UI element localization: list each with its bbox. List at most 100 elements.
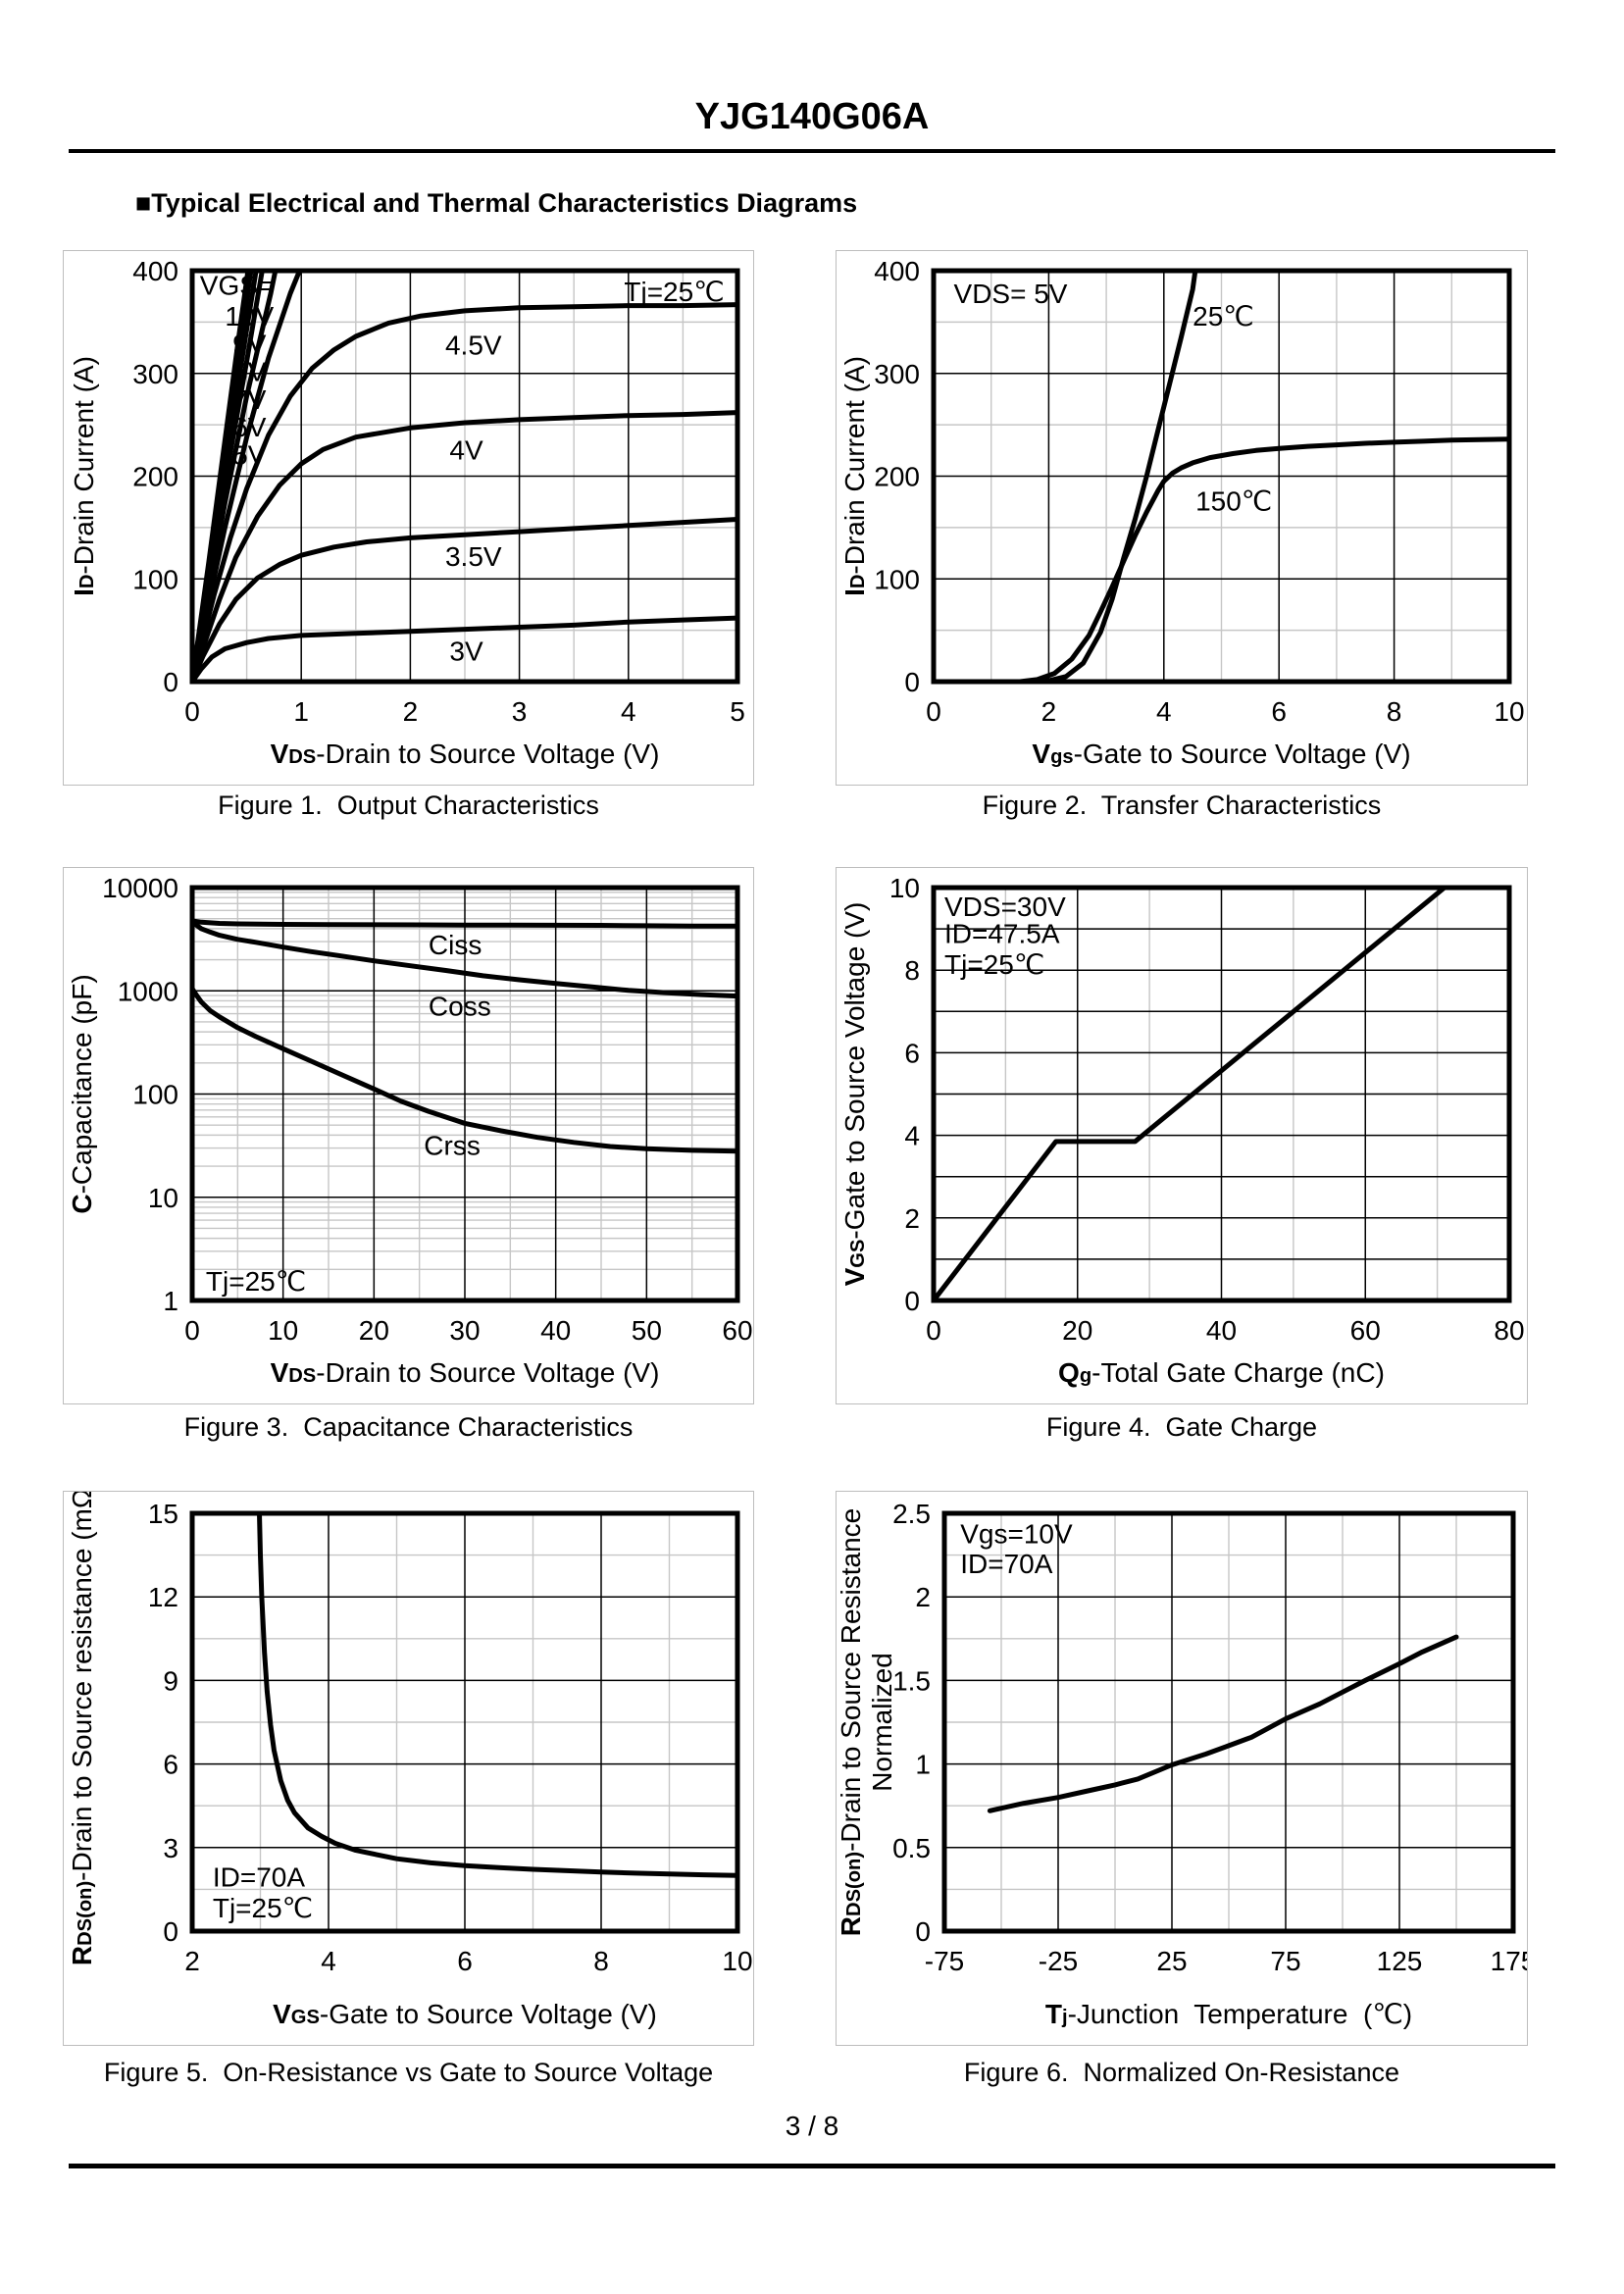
x-tick-label: 175 (1491, 1946, 1527, 1976)
y-tick-label: 300 (874, 359, 920, 389)
chart-annotation: 10V (225, 301, 274, 331)
chart-annotation: VGS= (200, 271, 274, 301)
curve-label: 4V (449, 434, 483, 465)
plot-frame (189, 885, 740, 1303)
figure-4-caption: Figure 4. Gate Charge (1045, 1412, 1318, 1442)
x-tick-label: 1 (293, 696, 309, 727)
chart-annotation: Tj=25℃ (624, 277, 724, 307)
chart-annotation: 5V (232, 440, 267, 471)
x-tick-label: 4 (321, 1946, 336, 1976)
chart-annotation: Tj=25℃ (206, 1266, 306, 1297)
chart-annotation: 7V (232, 384, 267, 415)
x-tick-label: 3 (512, 696, 528, 727)
y-tick-label: 0 (904, 667, 920, 697)
y-tick-label: 400 (874, 256, 920, 286)
header-rule (69, 149, 1555, 153)
series-VGS=3V (192, 615, 737, 682)
normalized-on-resistance-chart: -75 -25 25 75 125 175 0 0.5 1 1.5 2 2.5 Tj-Junction … (836, 1491, 1536, 2046)
x-tick-label: 75 (1270, 1946, 1300, 1976)
curve-label: Coss (429, 991, 491, 1021)
x-tick-label: 20 (1062, 1315, 1092, 1346)
grid-major (934, 271, 1509, 682)
series-VGS=3.5V (192, 517, 737, 682)
y-tick-label: 10000 (102, 873, 178, 903)
x-tick-label: 80 (1494, 1315, 1524, 1346)
y-tick-label: 0 (915, 1916, 931, 1947)
grid-major (944, 1513, 1513, 1931)
grid-minor (944, 1513, 1513, 1931)
figure-5-svg: 2 4 6 8 10 0 3 6 9 12 15 VGS-Gate to Source Voltage… (67, 1479, 753, 2029)
y-tick-label: 10 (148, 1183, 178, 1213)
y-tick-label: 2 (904, 1203, 920, 1234)
x-tick-label: 60 (722, 1315, 752, 1346)
y-tick-label: 100 (132, 564, 178, 594)
curve-label: Crss (424, 1131, 481, 1161)
plot-frame (931, 268, 1512, 685)
figure-5-caption: Figure 5. On-Resistance vs Gate to Sourc… (103, 2058, 714, 2087)
footer-rule (69, 2164, 1555, 2168)
gate-charge-chart: 0 20 40 60 80 0 2 4 6 8 10 Qg-Total Gate Charge (nC… (836, 867, 1528, 1404)
chart-annotation: Tj=25℃ (213, 1893, 313, 1923)
x-axis-title: VDS-Drain to Source Voltage (V) (271, 1357, 660, 1388)
x-axis-title: VDS-Drain to Source Voltage (V) (271, 739, 660, 769)
y-axis-title: C-Capacitance (pF) (67, 974, 97, 1213)
y-tick-label: 6 (163, 1750, 178, 1780)
y-axis-title: RDS(on)-Drain to Source resistance (mΩ) (67, 1492, 97, 1965)
series-VGS=4V (192, 410, 737, 682)
figure-2-caption: Figure 2. Transfer Characteristics (982, 790, 1382, 820)
x-tick-label: 10 (722, 1946, 752, 1976)
x-tick-label: 20 (359, 1315, 389, 1346)
output-characteristics-chart: 0 1 2 3 4 5 0 100 200 300 400 VDS-Drain to Source V… (63, 250, 754, 786)
section-heading: ■Typical Electrical and Thermal Characte… (135, 188, 858, 218)
x-tick-label: 2 (184, 1946, 200, 1976)
x-tick-label: -75 (925, 1946, 964, 1976)
y-axis-title: RDS(on)-Drain to Source Resistance (837, 1508, 866, 1936)
y-tick-label: 200 (132, 462, 178, 492)
curve-label: 4.5V (445, 330, 502, 360)
x-tick-label: 5 (730, 696, 745, 727)
grid-major (934, 888, 1509, 1300)
plot-frame (931, 885, 1512, 1303)
y-tick-label: 0.5 (892, 1833, 931, 1863)
x-tick-label: 4 (621, 696, 636, 727)
chart-annotation: 8V (232, 357, 267, 387)
y-tick-label: 8 (904, 955, 920, 986)
chart-annotation: ID=70A (960, 1549, 1052, 1579)
x-tick-label: 6 (1271, 696, 1287, 727)
grid-major (192, 888, 737, 1300)
y-tick-label: 9 (163, 1665, 178, 1696)
y-tick-label: 100 (132, 1080, 178, 1110)
series-Ciss (192, 918, 737, 929)
x-tick-label: 125 (1377, 1946, 1423, 1976)
y-tick-label: 300 (132, 359, 178, 389)
y-tick-label: 1 (163, 1286, 178, 1316)
x-tick-label: 25 (1156, 1946, 1187, 1976)
curve-label: 3.5V (445, 541, 502, 572)
plot-frame (189, 1510, 740, 1934)
y-tick-label: 400 (132, 256, 178, 286)
y-tick-label: 100 (874, 564, 920, 594)
chart-annotation: Tj=25℃ (944, 949, 1044, 980)
figure-4-svg: 0 20 40 60 80 0 2 4 6 8 10 Qg-Total Gate Charge (nC… (839, 873, 1525, 1388)
x-tick-label: 6 (457, 1946, 473, 1976)
y-axis-title: VGS-Gate to Source Voltage (V) (839, 902, 870, 1287)
x-axis-title: Qg-Total Gate Charge (nC) (1058, 1357, 1385, 1388)
y-tick-label: 0 (163, 667, 178, 697)
y-tick-label: 15 (148, 1499, 178, 1529)
series-RDS(on) (256, 1513, 737, 1878)
series-VGS=4.5V (192, 302, 737, 682)
x-tick-label: 60 (1350, 1315, 1381, 1346)
capacitance-characteristics-chart: 0 10 20 30 40 50 60 1 10 100 1000 10000 VDS-Drain to… (63, 867, 754, 1404)
chart-annotation: ID=47.5A (944, 918, 1060, 948)
y-tick-label: 2 (915, 1582, 931, 1612)
series-25℃ (1029, 271, 1198, 682)
x-axis-title: Vgs-Gate to Source Voltage (V) (1032, 739, 1410, 769)
x-tick-label: 0 (184, 696, 200, 727)
chart-annotation: 25℃ (1193, 301, 1254, 331)
series-VGS=5V (192, 271, 303, 682)
series-150℃ (1017, 436, 1509, 682)
y-tick-label: 4 (904, 1121, 920, 1151)
plot-frame (189, 268, 740, 685)
chart-annotation: Vgs=10V (960, 1518, 1073, 1549)
